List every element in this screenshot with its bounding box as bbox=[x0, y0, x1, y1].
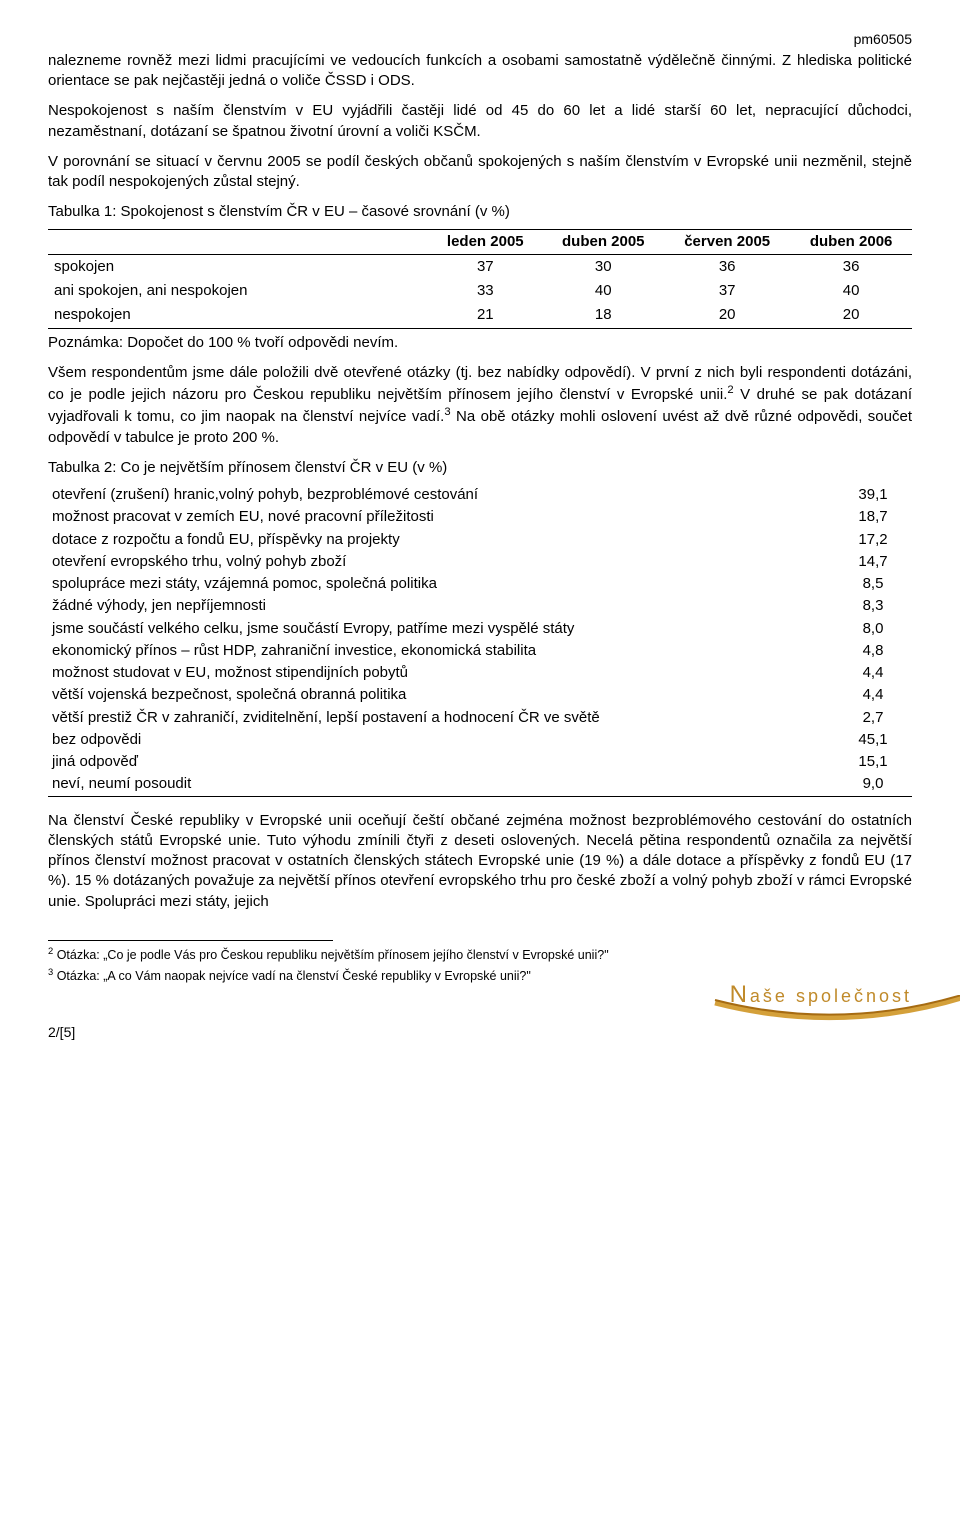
td: 8,3 bbox=[834, 595, 912, 617]
td: ani spokojen, ani nespokojen bbox=[48, 279, 428, 303]
td: 14,7 bbox=[834, 551, 912, 573]
footnote-rule bbox=[48, 940, 333, 943]
td: 4,8 bbox=[834, 640, 912, 662]
th: červen 2005 bbox=[664, 229, 790, 254]
td: 30 bbox=[542, 254, 664, 279]
td: větší vojenská bezpečnost, společná obra… bbox=[48, 684, 834, 706]
paragraph: Nespokojenost s naším členstvím v EU vyj… bbox=[48, 101, 912, 142]
table1-note: Poznámka: Dopočet do 100 % tvoří odpověd… bbox=[48, 333, 912, 353]
table2: otevření (zrušení) hranic,volný pohyb, b… bbox=[48, 484, 912, 797]
logo-swoosh-icon bbox=[710, 995, 960, 1023]
td: možnost studovat v EU, možnost stipendij… bbox=[48, 662, 834, 684]
td: 4,4 bbox=[834, 662, 912, 684]
paragraph: Všem respondentům jsme dále položili dvě… bbox=[48, 363, 912, 448]
td: možnost pracovat v zemích EU, nové praco… bbox=[48, 506, 834, 528]
td: 8,0 bbox=[834, 618, 912, 640]
td: 4,4 bbox=[834, 684, 912, 706]
td: 9,0 bbox=[834, 773, 912, 796]
td: 17,2 bbox=[834, 529, 912, 551]
td: 20 bbox=[790, 303, 912, 328]
table2-title: Tabulka 2: Co je největším přínosem člen… bbox=[48, 458, 912, 478]
td: 21 bbox=[428, 303, 542, 328]
td: otevření (zrušení) hranic,volný pohyb, b… bbox=[48, 484, 834, 506]
table1: leden 2005 duben 2005 červen 2005 duben … bbox=[48, 229, 912, 329]
page-number: 2/[5] bbox=[48, 1023, 912, 1042]
th: leden 2005 bbox=[428, 229, 542, 254]
paragraph: Na členství České republiky v Evropské u… bbox=[48, 811, 912, 912]
td: 37 bbox=[428, 254, 542, 279]
td: neví, neumí posoudit bbox=[48, 773, 834, 796]
td: 18,7 bbox=[834, 506, 912, 528]
td: ekonomický přínos – růst HDP, zahraniční… bbox=[48, 640, 834, 662]
td: 20 bbox=[664, 303, 790, 328]
td: 40 bbox=[790, 279, 912, 303]
td: 15,1 bbox=[834, 751, 912, 773]
paragraph: nalezneme rovněž mezi lidmi pracujícími … bbox=[48, 51, 912, 92]
td: žádné výhody, jen nepříjemnosti bbox=[48, 595, 834, 617]
td: 36 bbox=[790, 254, 912, 279]
td: spolupráce mezi státy, vzájemná pomoc, s… bbox=[48, 573, 834, 595]
td: 36 bbox=[664, 254, 790, 279]
td: nespokojen bbox=[48, 303, 428, 328]
doc-id: pm60505 bbox=[48, 30, 912, 49]
th: duben 2006 bbox=[790, 229, 912, 254]
td: 39,1 bbox=[834, 484, 912, 506]
paragraph: V porovnání se situací v červnu 2005 se … bbox=[48, 152, 912, 193]
td: jiná odpověď bbox=[48, 751, 834, 773]
td: bez odpovědi bbox=[48, 729, 834, 751]
td: jsme součástí velkého celku, jsme součás… bbox=[48, 618, 834, 640]
th bbox=[48, 229, 428, 254]
td: 37 bbox=[664, 279, 790, 303]
td: 45,1 bbox=[834, 729, 912, 751]
td: spokojen bbox=[48, 254, 428, 279]
th: duben 2005 bbox=[542, 229, 664, 254]
td: dotace z rozpočtu a fondů EU, příspěvky … bbox=[48, 529, 834, 551]
td: 40 bbox=[542, 279, 664, 303]
td: otevření evropského trhu, volný pohyb zb… bbox=[48, 551, 834, 573]
td: 33 bbox=[428, 279, 542, 303]
td: větší prestiž ČR v zahraničí, zviditelně… bbox=[48, 707, 834, 729]
td: 18 bbox=[542, 303, 664, 328]
table1-title: Tabulka 1: Spokojenost s členstvím ČR v … bbox=[48, 202, 912, 222]
td: 8,5 bbox=[834, 573, 912, 595]
td: 2,7 bbox=[834, 707, 912, 729]
